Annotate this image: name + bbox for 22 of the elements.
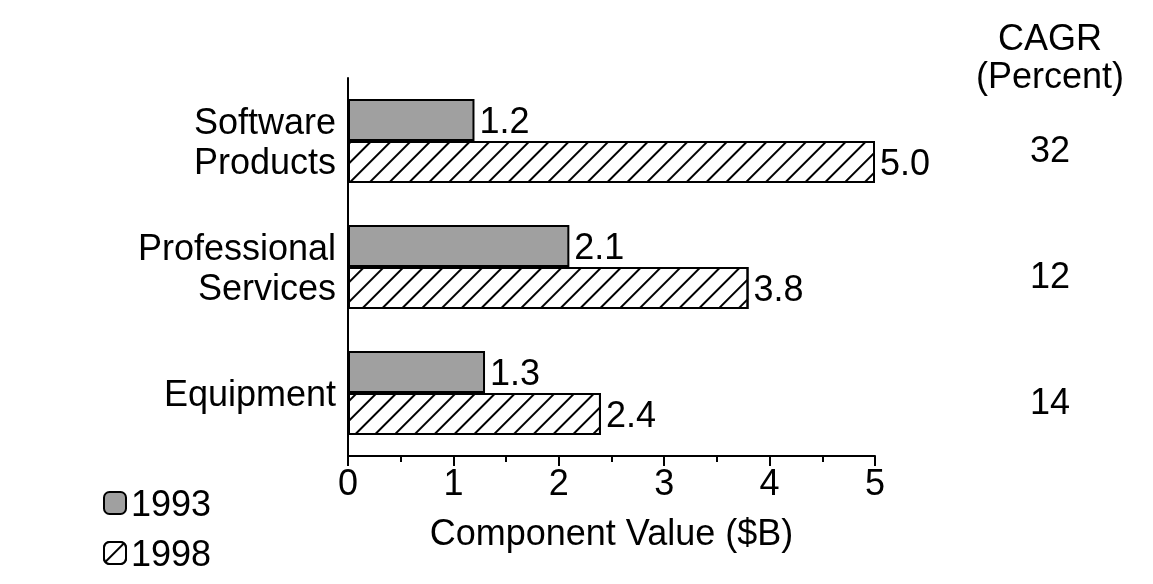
data-label: 2.4 bbox=[605, 393, 657, 435]
data-label: 5.0 bbox=[880, 141, 931, 183]
legend-label: 1993 bbox=[131, 482, 212, 524]
y-tick-label: Professional Services bbox=[137, 226, 336, 308]
text: CAGR (Percent) bbox=[975, 16, 1125, 96]
x-tick-label: 0 bbox=[337, 461, 359, 503]
x-tick-label: 3 bbox=[654, 461, 675, 503]
text: 12 bbox=[1029, 254, 1071, 296]
data-label: 1.2 bbox=[479, 99, 530, 141]
x-tick-label: 4 bbox=[759, 461, 780, 503]
data-label: 2.1 bbox=[574, 225, 625, 267]
data-label: 3.8 bbox=[753, 267, 804, 309]
text: 32 bbox=[1029, 128, 1071, 170]
x-tick-label: 5 bbox=[864, 461, 886, 503]
x-tick-label: 2 bbox=[548, 461, 569, 503]
x-axis-title: Component Value ($B) bbox=[429, 511, 794, 553]
y-tick-label: Equipment bbox=[163, 372, 336, 414]
y-tick-label: Software Products bbox=[193, 100, 336, 182]
text: 14 bbox=[1029, 380, 1071, 422]
legend-label: 1998 bbox=[131, 532, 212, 574]
data-label: 1.3 bbox=[490, 351, 541, 393]
x-tick-label: 1 bbox=[443, 461, 464, 503]
